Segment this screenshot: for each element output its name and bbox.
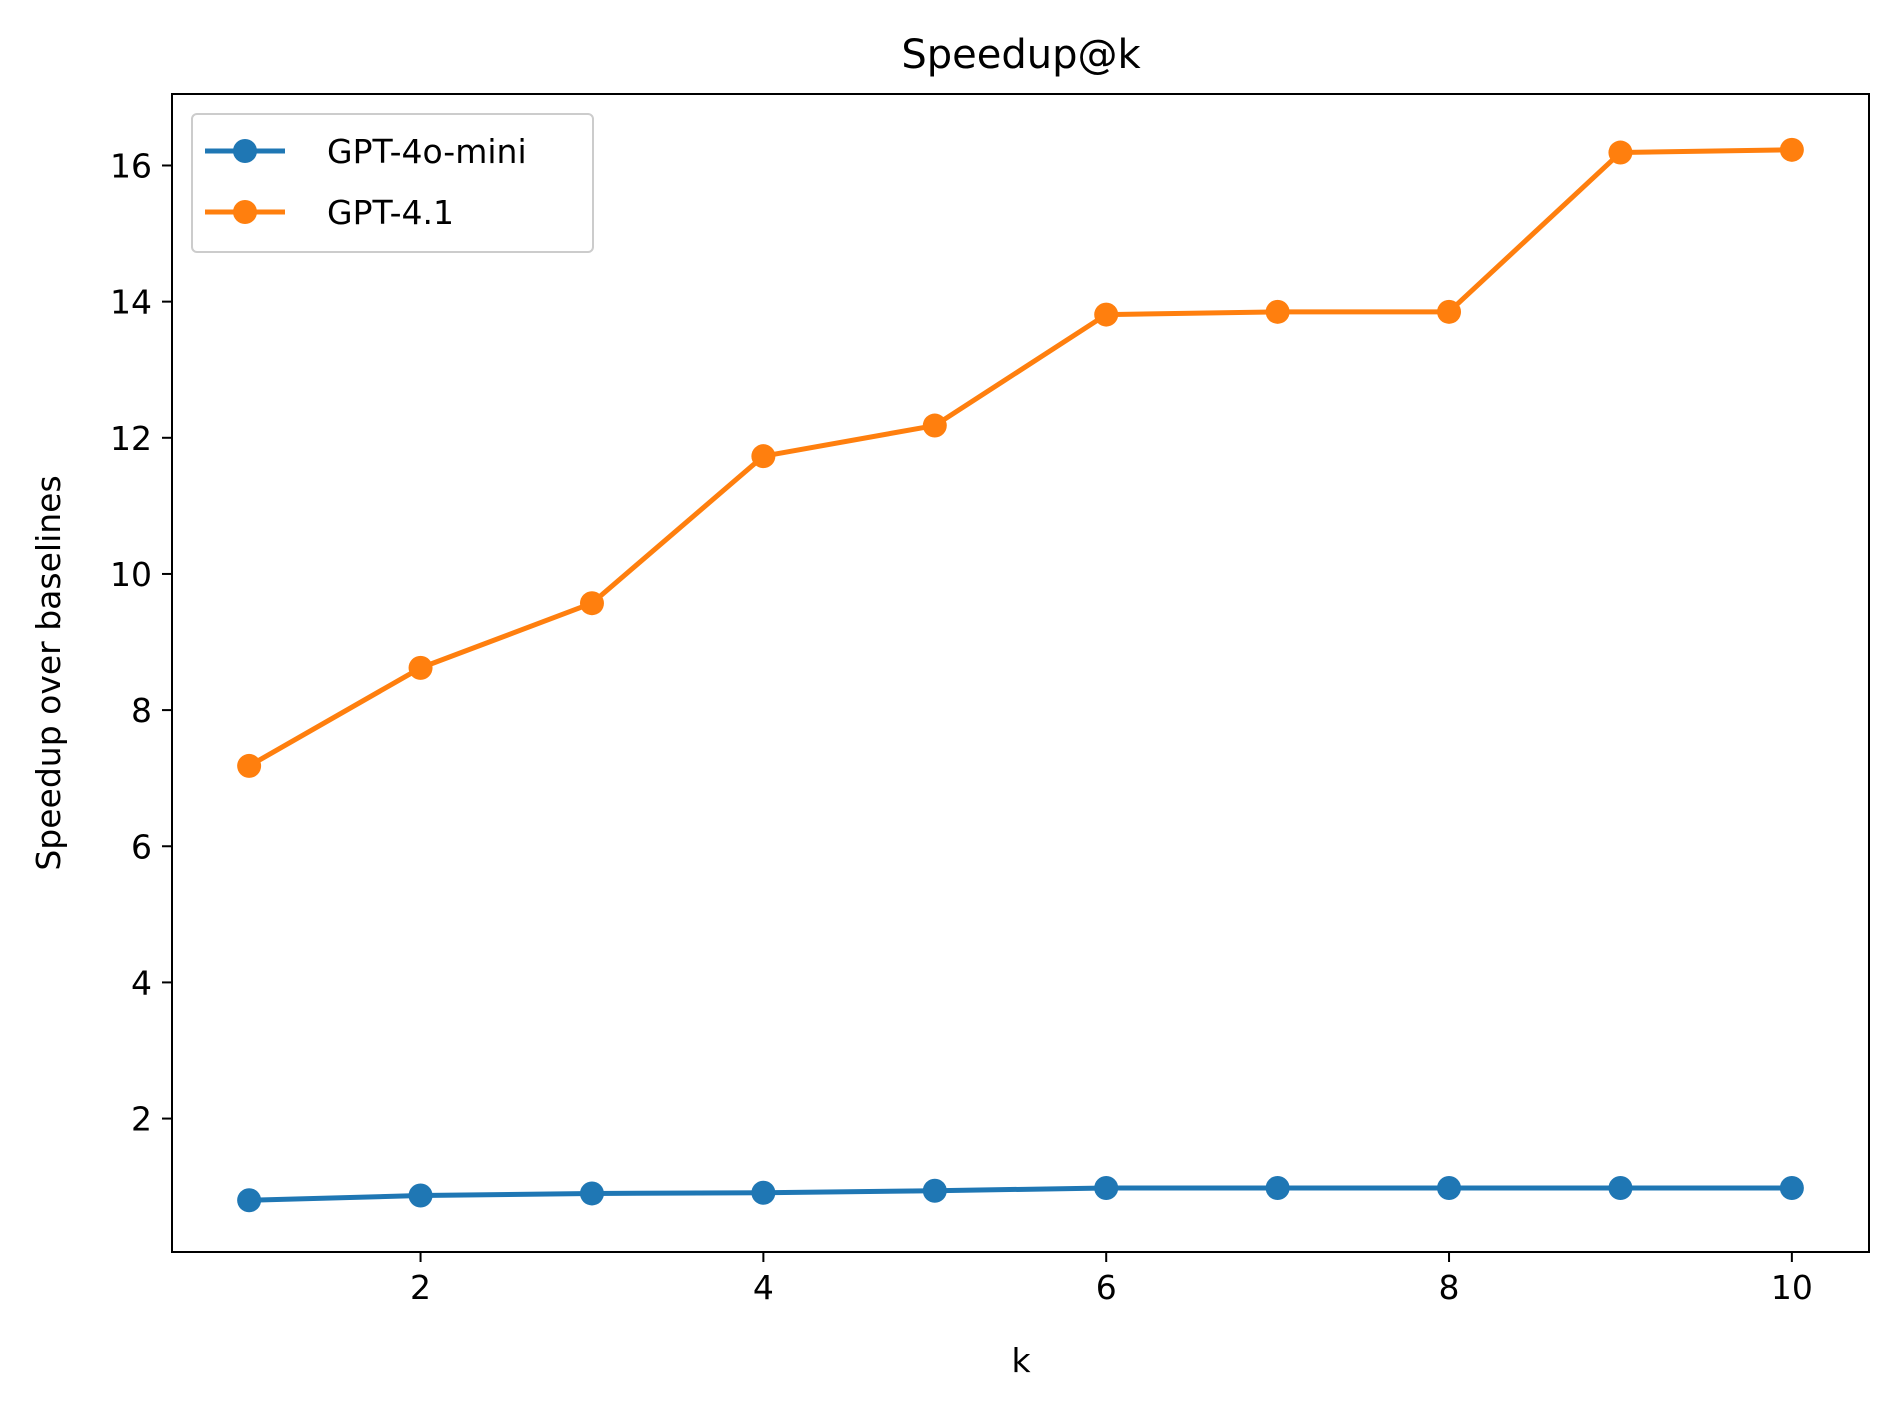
- data-point: [922, 413, 947, 438]
- x-tick-label: 4: [753, 1268, 774, 1307]
- y-axis-label: Speedup over baselines: [29, 475, 68, 870]
- data-point: [922, 1178, 947, 1203]
- legend-label: GPT-4.1: [327, 193, 454, 232]
- x-axis-label: k: [1011, 1341, 1031, 1380]
- series-gpt-4-1: [237, 137, 1804, 778]
- legend-swatch-marker: [233, 200, 257, 224]
- y-tick-label: 2: [131, 1100, 152, 1139]
- data-point: [237, 753, 262, 778]
- data-point: [751, 444, 776, 469]
- data-point: [1608, 1176, 1633, 1201]
- y-tick-label: 6: [131, 827, 152, 866]
- legend-label: GPT-4o-mini: [327, 132, 527, 171]
- plot-area: 2 4 6 8 10 2 4 6 8 10 12 14 16: [110, 93, 1870, 1307]
- data-point: [751, 1180, 776, 1205]
- legend-box: [191, 113, 594, 253]
- data-point: [1094, 1176, 1119, 1201]
- series-line: [245, 147, 1795, 770]
- data-point: [408, 1183, 433, 1208]
- data-point: [1265, 1176, 1290, 1201]
- legend-swatch-marker: [233, 139, 257, 163]
- x-tick-label: 6: [1096, 1268, 1117, 1307]
- y-tick-label: 16: [110, 146, 152, 185]
- legend: GPT-4o-mini GPT-4.1: [191, 113, 594, 253]
- data-point: [408, 655, 433, 680]
- series-gpt-4o-mini: [237, 1176, 1804, 1213]
- data-point: [1437, 299, 1462, 324]
- y-tick-label: 14: [110, 283, 152, 322]
- data-point: [1779, 137, 1804, 162]
- x-tick-label: 8: [1439, 1268, 1460, 1307]
- data-point: [237, 1188, 262, 1213]
- y-tick-label: 10: [110, 555, 152, 594]
- data-point: [1437, 1176, 1462, 1201]
- data-point: [1265, 299, 1290, 324]
- data-point: [1779, 1176, 1804, 1201]
- y-tick-label: 4: [131, 963, 152, 1002]
- data-point: [1094, 302, 1119, 327]
- x-tick-label: 2: [410, 1268, 431, 1307]
- axes-frame: [171, 93, 1870, 1253]
- y-tick-label: 12: [110, 419, 152, 458]
- legend-item: GPT-4.1: [205, 193, 454, 232]
- y-tick-label: 8: [131, 691, 152, 730]
- series-line: [246, 1185, 1795, 1203]
- data-point: [1608, 140, 1633, 165]
- data-point: [579, 1181, 604, 1206]
- data-point: [579, 591, 604, 616]
- x-tick-label: 10: [1771, 1268, 1813, 1307]
- legend-item: GPT-4o-mini: [205, 132, 527, 171]
- chart-title: Speedup@k: [901, 32, 1141, 78]
